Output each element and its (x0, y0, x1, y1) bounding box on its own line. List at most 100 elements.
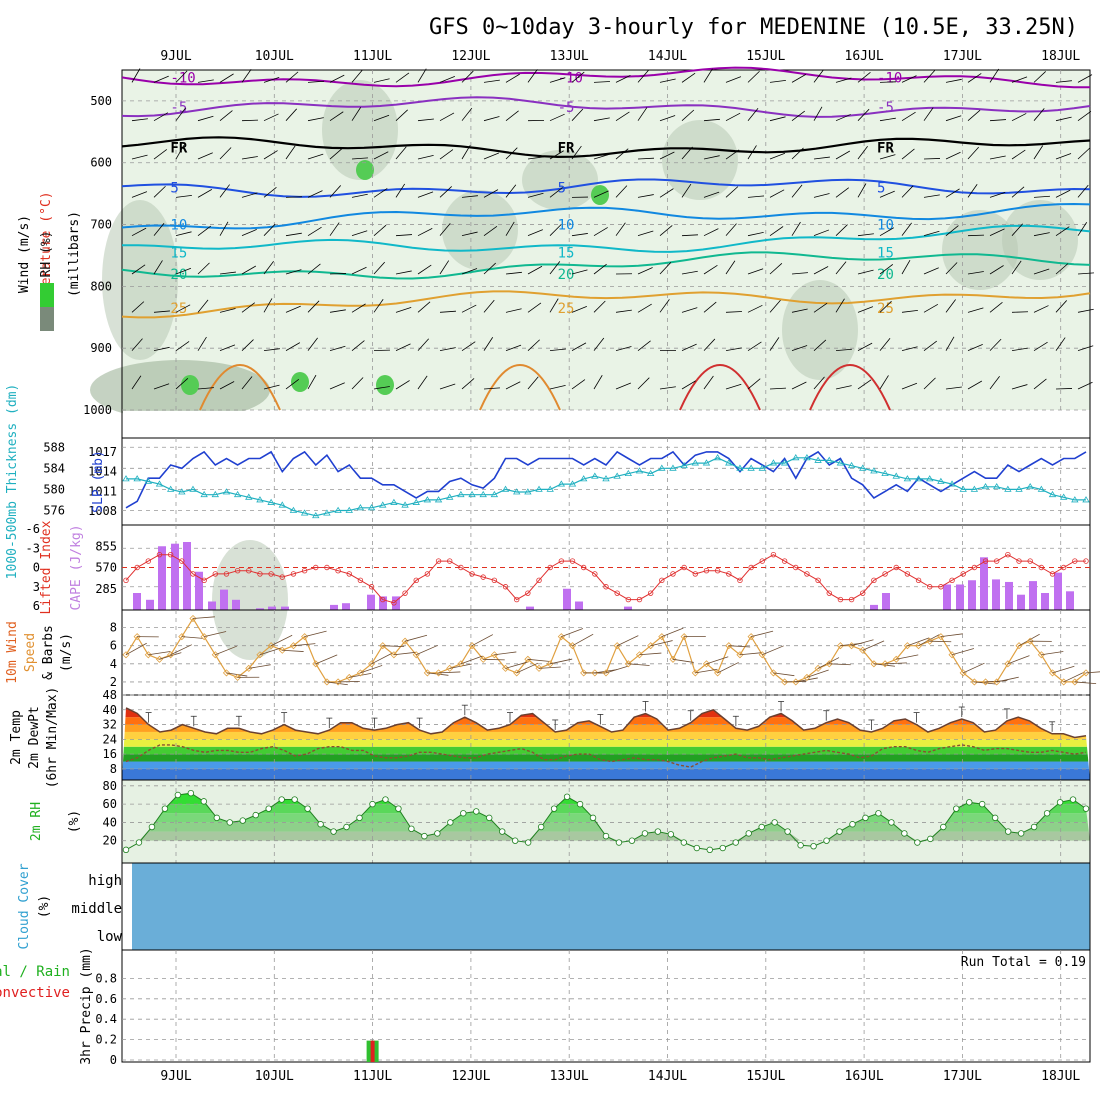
rh-point (408, 825, 415, 833)
wind-barb (923, 340, 938, 351)
wind-barb (417, 375, 428, 390)
wind-speed-point (401, 637, 409, 645)
wind-barb (791, 147, 804, 160)
wind-barb (703, 375, 714, 390)
wind-speed-point (881, 660, 889, 668)
li-point (391, 600, 397, 606)
surface-wind-barb (304, 630, 327, 638)
wind-barb (219, 381, 235, 390)
thickness-point (1071, 496, 1079, 503)
wind-barb (483, 189, 499, 198)
li-point (938, 584, 944, 590)
day-label-top: 11JUL (353, 49, 392, 64)
wind-barb (637, 70, 649, 83)
surface-wind-barb (259, 647, 282, 656)
wind-barb (175, 144, 185, 160)
wind-barb (659, 299, 670, 313)
thickness-point (379, 501, 387, 508)
cape-bar (1029, 581, 1037, 610)
wind-barb (835, 77, 852, 83)
wind-barb (747, 231, 764, 237)
wind-speed-point (970, 678, 978, 686)
pressure-tick: 900 (90, 341, 112, 355)
surface-wind-barb (762, 645, 784, 656)
wind-barb (329, 148, 343, 160)
wind-barb (527, 302, 542, 313)
wind-barb (285, 379, 300, 390)
surface-wind-barb (1085, 671, 1100, 674)
rh-point (979, 800, 986, 808)
thickness-point (178, 488, 186, 495)
rh-point (667, 831, 675, 838)
wind-barb (901, 111, 916, 122)
wind-barb (285, 305, 301, 313)
temp-tick: 32 (103, 718, 117, 732)
surface-wind-barb (270, 634, 293, 647)
wind-barb (241, 339, 254, 351)
wind-barb (637, 230, 654, 237)
wind-barb (747, 108, 759, 121)
wind-barb (241, 192, 258, 198)
wind-barb (505, 221, 515, 236)
wind-barb (879, 264, 894, 275)
thickness-point (658, 464, 666, 471)
wind-barb (417, 118, 434, 122)
wind-barb (857, 306, 874, 313)
rh-point (654, 828, 662, 835)
thickness-point (859, 464, 867, 471)
temp2m-label: 2m Temp (9, 710, 24, 765)
rh-point (200, 798, 208, 805)
rh-contour-patch (942, 210, 1018, 290)
cape-bar (208, 601, 216, 610)
wind-barb (461, 107, 473, 121)
rh-point (797, 842, 804, 849)
wind-barb (175, 231, 192, 237)
upper-label: (millibars) (67, 211, 82, 297)
li-point (447, 558, 453, 564)
wind-barb (175, 70, 188, 83)
wind-barb (395, 109, 408, 121)
wind-barb (197, 336, 207, 351)
thickness-point (579, 475, 588, 482)
wind-barb (945, 188, 960, 198)
wind-barb (263, 223, 276, 236)
wind-barb (505, 184, 517, 198)
wind-barb (307, 263, 321, 275)
wind-speed-point (289, 642, 298, 650)
contour-label: 10 (558, 218, 575, 234)
wind-barb (1011, 384, 1028, 390)
surface-wind-barb (728, 645, 751, 648)
wind-barb (483, 79, 500, 83)
wind-barb (1055, 300, 1068, 313)
li-point (659, 577, 665, 584)
cape-bar (1054, 572, 1062, 610)
wind-barb (417, 68, 427, 83)
surface-wind-barb (282, 649, 304, 652)
temp-band (122, 707, 1090, 710)
cape-bar (281, 606, 289, 610)
cape-bar (870, 604, 878, 610)
wind-barb (703, 228, 719, 237)
wind-barb (219, 184, 230, 198)
wind-barb (285, 145, 296, 160)
rh-point (875, 810, 882, 817)
wind-speed-point (278, 646, 286, 654)
rh-point (265, 805, 272, 812)
li-point (893, 564, 899, 571)
surface-wind-barb (873, 663, 895, 667)
rh-point (1056, 799, 1064, 806)
day-label-top: 15JUL (746, 49, 785, 64)
wind-barb (351, 107, 362, 121)
wind-barb (725, 186, 739, 198)
li-point (848, 596, 855, 603)
wind-barb (989, 68, 1000, 83)
wind-barb (835, 224, 848, 236)
wind-barb (923, 377, 936, 390)
thickness-point (780, 459, 789, 466)
wind-barb (703, 301, 717, 313)
thickness-point (1004, 485, 1012, 492)
wind-barb (967, 146, 980, 160)
wind-barb (395, 146, 407, 160)
wind10-label: 10m Wind (5, 621, 20, 684)
li-point (770, 551, 777, 558)
